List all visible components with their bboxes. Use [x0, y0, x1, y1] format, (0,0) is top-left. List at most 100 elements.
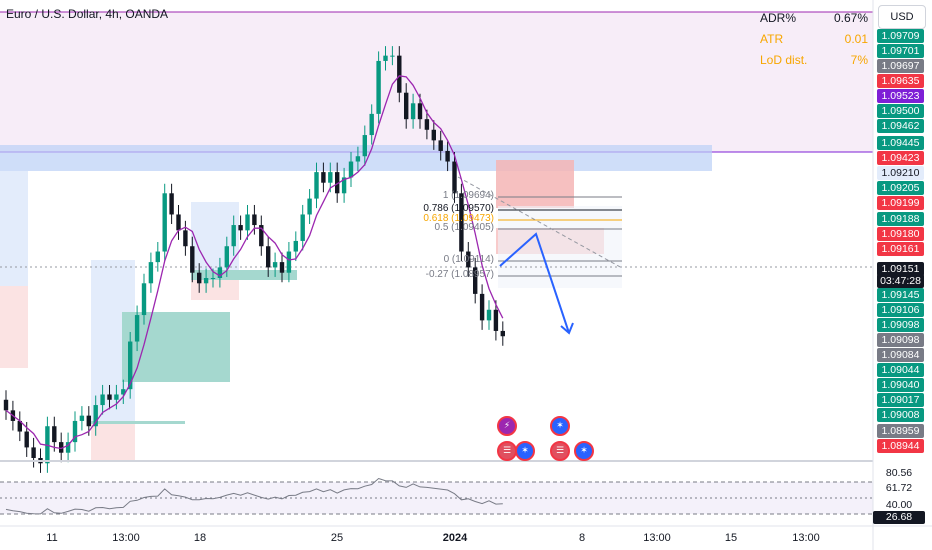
- arrow-head-icon: [560, 322, 574, 335]
- eu-flag-icon[interactable]: ✶: [550, 416, 570, 436]
- candle-body: [279, 262, 285, 273]
- moving-average-line: [5, 75, 504, 450]
- green-demand-box: [122, 312, 230, 382]
- candle-body: [107, 394, 112, 400]
- price-scale-label: 1.09040: [877, 378, 924, 392]
- candle-body: [286, 251, 292, 273]
- candle-body: [190, 246, 195, 273]
- price-scale-label: 1.09008: [877, 408, 924, 422]
- fib-retracement[interactable]: [498, 196, 622, 277]
- candle-body: [293, 240, 298, 252]
- candle-body: [176, 214, 181, 231]
- candle-body: [59, 442, 64, 453]
- candle-body: [438, 140, 443, 151]
- currency-button[interactable]: USD: [878, 5, 926, 29]
- candle-body: [431, 129, 436, 141]
- fib-level-label: 0.786 (1.09570): [423, 203, 494, 214]
- us-flag-icon[interactable]: ☰: [497, 441, 517, 461]
- candle-body: [362, 135, 367, 157]
- stat-value: 0.67%: [833, 11, 868, 25]
- price-scale-label: 1.09151: [877, 262, 924, 276]
- candle-body: [238, 225, 243, 231]
- candle-body: [162, 193, 167, 252]
- candle-body: [169, 193, 174, 215]
- price-scale-label: 1.09199: [877, 196, 924, 210]
- us-flag-icon[interactable]: ☰: [550, 441, 570, 461]
- candle-body: [369, 113, 374, 136]
- candle-body: [486, 309, 492, 321]
- time-axis-label: 15: [724, 532, 738, 544]
- fib-level-label: 0.5 (1.09405): [434, 222, 495, 233]
- eu-flag-icon[interactable]: ✶: [515, 441, 535, 461]
- chart-title: Euro / U.S. Dollar, 4h, OANDA: [6, 7, 169, 21]
- price-scale-label: 1.09098: [877, 333, 924, 347]
- short-stop-box: [496, 160, 574, 208]
- candle-body: [266, 246, 271, 268]
- candle-body: [404, 92, 409, 120]
- price-scale-label: 1.09017: [877, 393, 924, 407]
- candle-body: [134, 315, 140, 342]
- time-axis-label: 13:00: [112, 532, 140, 544]
- red-box-2: [191, 280, 239, 300]
- candle-body: [65, 442, 71, 453]
- candle-body: [224, 246, 229, 268]
- candle-body: [452, 161, 457, 194]
- candle-body: [24, 431, 29, 448]
- candle-body: [93, 405, 98, 427]
- candle-body: [321, 172, 326, 183]
- candle-body: [341, 177, 347, 194]
- left-blue-box: [0, 171, 28, 286]
- price-scale-label: 03:47:28: [877, 274, 924, 288]
- candle-body: [31, 447, 36, 458]
- left-red-box: [0, 286, 28, 368]
- lightning-icon[interactable]: ⚡: [497, 416, 517, 436]
- price-scale-label: 1.09523: [877, 89, 924, 103]
- candle-body: [203, 278, 209, 284]
- price-scale-label: 1.09697: [877, 59, 924, 73]
- candle-body: [348, 161, 354, 178]
- stat-label: ATR: [760, 32, 784, 46]
- candle-body: [424, 119, 430, 130]
- candle-body: [3, 399, 9, 411]
- price-scale-label: 1.09084: [877, 348, 924, 362]
- candle-body: [493, 309, 499, 331]
- candle-body: [148, 262, 154, 284]
- candle-body: [479, 293, 485, 321]
- candle-body: [121, 389, 126, 395]
- fib-trend-line: [457, 176, 623, 269]
- price-scale-label: 1.09145: [877, 288, 924, 302]
- candle-body: [383, 55, 388, 61]
- projection-arrow: [499, 232, 570, 334]
- long-position-stop: [91, 424, 135, 461]
- candle-body: [445, 150, 450, 162]
- price-scale-label: 1.09709: [877, 29, 924, 43]
- candle-body: [473, 267, 478, 294]
- candle-body: [114, 394, 119, 400]
- candle-body: [155, 251, 160, 263]
- price-scale-label: 1.09210: [877, 166, 924, 180]
- candle-body: [72, 420, 78, 443]
- price-scale-label: 1.08944: [877, 439, 924, 453]
- price-scale-label: 1.09445: [877, 136, 924, 150]
- candle-body: [52, 426, 57, 443]
- candle-body: [79, 415, 85, 421]
- price-scale-label: 1.09205: [877, 181, 924, 195]
- eu-flag-icon[interactable]: ✶: [574, 441, 594, 461]
- candle-body: [466, 251, 471, 268]
- green-box-2: [191, 270, 297, 280]
- stat-lod: LoD dist. 7%: [760, 50, 868, 71]
- price-scale-label: 1.09098: [877, 318, 924, 332]
- stats-table: ADR% 0.67% ATR 0.01 LoD dist. 7%: [760, 8, 868, 71]
- candle-body: [328, 172, 333, 183]
- candle-body: [231, 225, 236, 247]
- candle-body: [272, 262, 278, 268]
- candle-body: [459, 193, 464, 252]
- fib-level-label: 1 (1.09694): [442, 190, 494, 201]
- green-line-box: [91, 421, 185, 424]
- stat-value: 7%: [850, 53, 868, 67]
- price-scale-label: 1.09701: [877, 44, 924, 58]
- candle-body: [390, 55, 395, 57]
- rsi-scale-label: 26.68: [873, 511, 925, 524]
- price-scale-label: 1.09462: [877, 119, 924, 133]
